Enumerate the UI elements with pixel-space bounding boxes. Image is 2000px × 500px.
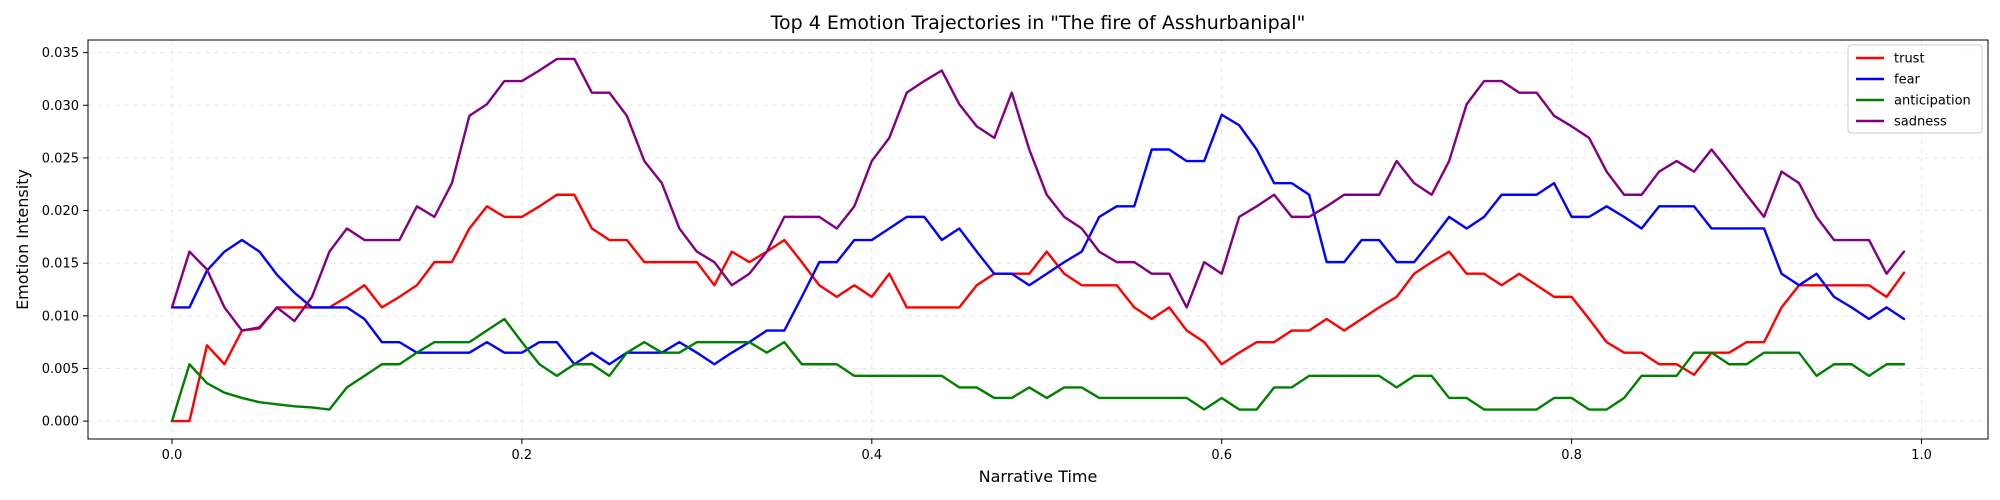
- y-tick-label: 0.025: [42, 151, 79, 166]
- y-axis-label: Emotion Intensity: [13, 169, 32, 310]
- x-tick-label: 0.2: [512, 448, 533, 463]
- legend-label-sadness: sadness: [1894, 115, 1947, 130]
- series-line-anticipation: [170, 317, 1906, 423]
- plot-frame: [87, 39, 1989, 440]
- legend-label-anticipation: anticipation: [1894, 94, 1971, 109]
- x-tick-label: 1.0: [1911, 448, 1932, 463]
- series-line-sadness: [170, 57, 1906, 332]
- y-tick-label: 0.000: [42, 415, 79, 430]
- x-tick-label: 0.0: [162, 448, 183, 463]
- legend-label-trust: trust: [1894, 52, 1925, 67]
- y-tick-label: 0.035: [42, 46, 79, 61]
- y-axis-ticks: 0.000 0.005 0.010 0.015 0.020 0.025 0.030 0.035: [42, 46, 88, 430]
- x-axis-label: Narrative Time: [979, 467, 1098, 486]
- x-tick-label: 0.6: [1211, 448, 1232, 463]
- legend-label-fear: fear: [1894, 73, 1921, 88]
- y-tick-label: 0.005: [42, 362, 79, 377]
- legend: trust fear anticipation sadness: [1847, 44, 1983, 134]
- y-tick-label: 0.030: [42, 99, 79, 114]
- y-tick-label: 0.015: [42, 257, 79, 272]
- x-axis-ticks: 0.0 0.2 0.4 0.6 0.8 1.0: [162, 439, 1932, 463]
- series-line-fear: [170, 113, 1906, 366]
- series-line-trust: [170, 193, 1906, 423]
- chart-title: Top 4 Emotion Trajectories in "The fire …: [770, 12, 1306, 34]
- legend-box: [1847, 44, 1983, 134]
- y-tick-label: 0.010: [42, 309, 79, 324]
- y-tick-label: 0.020: [42, 204, 79, 219]
- x-tick-label: 0.8: [1561, 448, 1582, 463]
- series-lines: [170, 57, 1906, 423]
- x-tick-label: 0.4: [861, 448, 882, 463]
